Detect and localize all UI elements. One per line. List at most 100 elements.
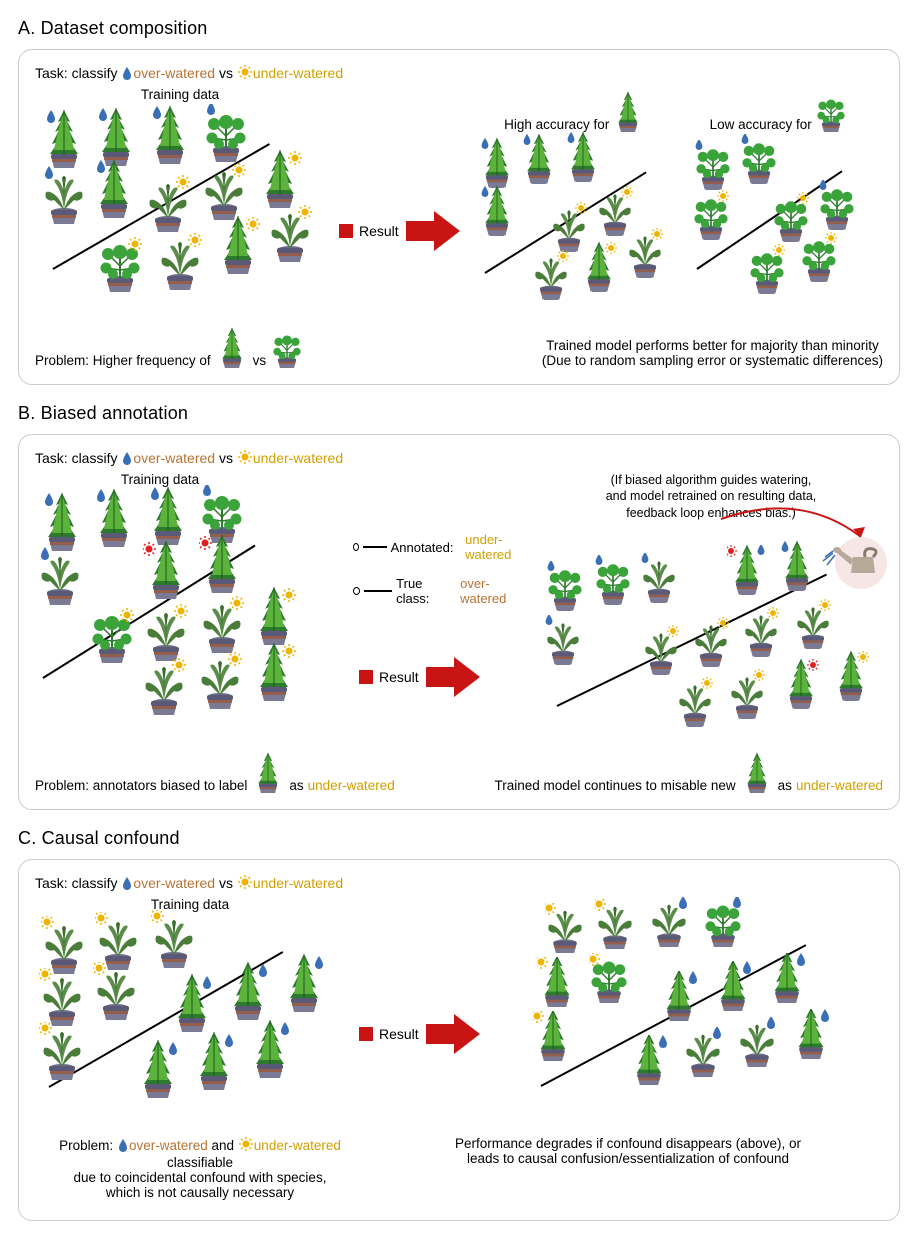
task-line-c: Task: classify over-watered vs under-wat… xyxy=(35,874,883,893)
panel-c-result xyxy=(519,899,859,1119)
high-acc-label: High accuracy for xyxy=(504,117,609,132)
annot-true: True class: over-watered xyxy=(353,576,523,606)
arrow-icon xyxy=(405,210,461,252)
plant xyxy=(157,232,203,290)
result-c: Result xyxy=(359,1013,481,1055)
plant xyxy=(675,677,715,727)
plant xyxy=(767,953,807,1003)
plant xyxy=(793,599,833,649)
result-square-icon xyxy=(359,1027,373,1041)
panel-c: Task: classify over-watered vs under-wat… xyxy=(18,859,900,1221)
sun-icon xyxy=(237,64,253,83)
plant xyxy=(89,605,135,663)
panel-a-problem: Problem: Higher frequency of vs xyxy=(35,326,304,368)
plant xyxy=(691,190,731,240)
panel-b-result-text: Trained model continues to misable new a… xyxy=(495,751,883,793)
panel-a: Task: classify over-watered vs under-wat… xyxy=(18,49,900,385)
drop-icon xyxy=(117,1138,129,1155)
drop-icon xyxy=(121,876,133,893)
plant xyxy=(37,547,83,605)
plant xyxy=(169,974,215,1032)
plant xyxy=(831,651,871,701)
panel-c-problem: Problem: over-watered and under-watered … xyxy=(35,1136,365,1200)
result-b: Result xyxy=(359,656,517,698)
plant xyxy=(683,1027,723,1077)
watering-can-icon xyxy=(821,533,891,593)
plant xyxy=(147,106,193,164)
plant xyxy=(543,615,583,665)
panel-b-title: B. Biased annotation xyxy=(18,403,900,424)
plant xyxy=(141,657,187,715)
plant xyxy=(477,138,517,188)
annot-annotated: Annotated: under-watered xyxy=(353,532,523,562)
plant xyxy=(93,108,139,166)
plant xyxy=(201,162,247,220)
panel-a-training xyxy=(35,104,315,314)
plant xyxy=(659,971,699,1021)
panel-a-result-text: Trained model performs better for majori… xyxy=(542,338,883,368)
plant xyxy=(545,903,585,953)
plant xyxy=(91,160,137,218)
plant xyxy=(533,1011,573,1061)
panel-b-training xyxy=(35,487,345,717)
plant-misannotated xyxy=(199,535,245,593)
panel-c-training xyxy=(35,912,335,1122)
training-data-label: Training data xyxy=(35,87,325,102)
plant xyxy=(93,962,139,1020)
plant xyxy=(151,910,197,968)
plant xyxy=(519,134,559,184)
plant xyxy=(737,1017,777,1067)
plant xyxy=(641,625,681,675)
plant xyxy=(691,617,731,667)
plant xyxy=(799,232,839,282)
conifer-icon xyxy=(215,326,249,368)
plant xyxy=(39,1022,85,1080)
panel-b-problem: Problem: annotators biased to label as u… xyxy=(35,751,395,793)
drop-icon xyxy=(121,66,133,83)
plant xyxy=(199,595,245,653)
plant xyxy=(41,166,87,224)
plant xyxy=(39,493,85,551)
panel-a-high xyxy=(475,132,675,312)
plant xyxy=(41,916,87,974)
sun-icon xyxy=(237,874,253,893)
drop-icon xyxy=(121,451,133,468)
plant xyxy=(225,962,271,1020)
plant xyxy=(97,234,143,292)
plant xyxy=(251,587,297,645)
plant-misannotated xyxy=(781,659,821,709)
plant xyxy=(629,1035,669,1085)
plant xyxy=(215,216,261,274)
plant xyxy=(257,150,303,208)
plant xyxy=(135,1040,181,1098)
plant xyxy=(817,180,857,230)
plant xyxy=(477,186,517,236)
plant-misannotated xyxy=(143,541,189,599)
plant xyxy=(741,607,781,657)
sun-icon xyxy=(237,449,253,468)
plant xyxy=(247,1020,293,1078)
plant xyxy=(747,244,787,294)
plant xyxy=(563,132,603,182)
plant xyxy=(693,140,733,190)
task-line-a: Task: classify over-watered vs under-wat… xyxy=(35,64,883,83)
panel-c-title: C. Causal confound xyxy=(18,828,900,849)
plant xyxy=(625,228,665,278)
panel-c-result-text: Performance degrades if confound disappe… xyxy=(373,1136,883,1166)
plant xyxy=(143,603,189,661)
panel-b-result-cluster xyxy=(531,525,891,745)
result-square-icon xyxy=(359,670,373,684)
plant xyxy=(595,899,635,949)
plant-misannotated xyxy=(727,545,767,595)
plant xyxy=(281,954,327,1012)
panel-b: Task: classify over-watered vs under-wat… xyxy=(18,434,900,810)
plant xyxy=(589,953,629,1003)
plant xyxy=(545,561,585,611)
arrow-icon xyxy=(425,1013,481,1055)
conifer-icon xyxy=(251,751,285,793)
plant xyxy=(145,174,191,232)
plant xyxy=(145,487,191,545)
panel-a-low xyxy=(689,132,869,312)
plant xyxy=(203,104,249,162)
plant xyxy=(739,134,779,184)
